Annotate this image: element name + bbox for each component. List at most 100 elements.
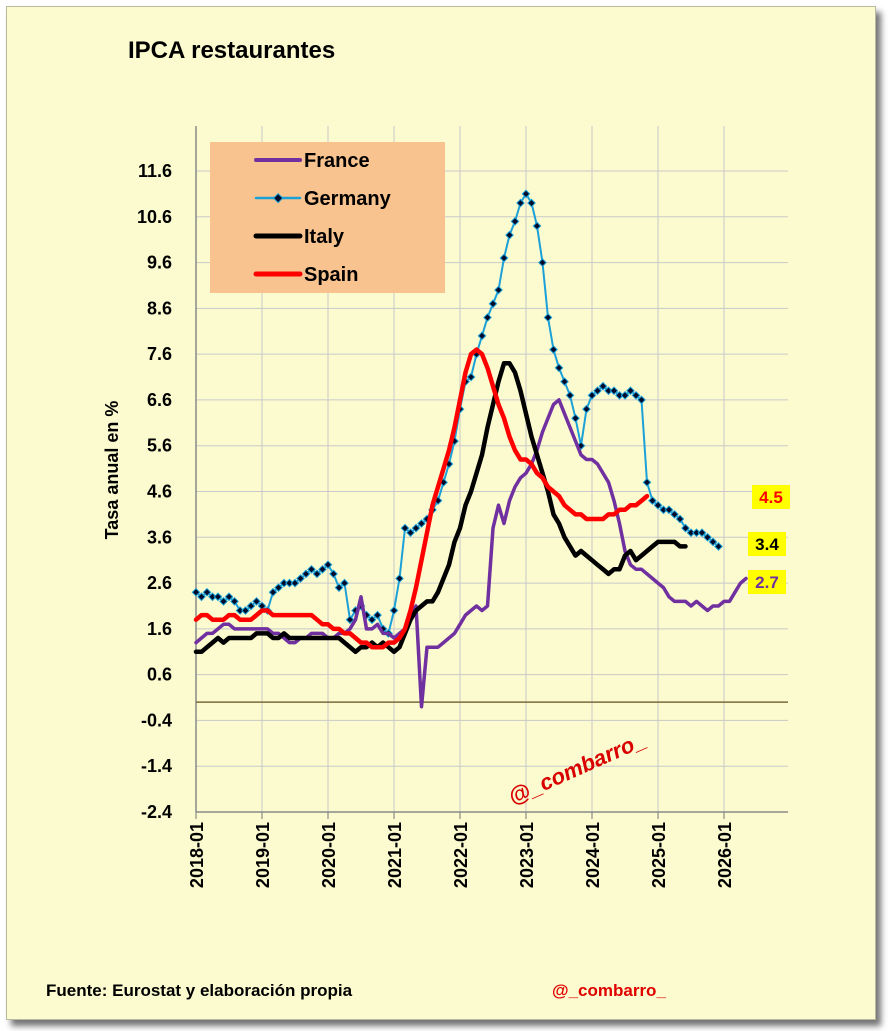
germany-point xyxy=(367,615,377,625)
germany-point xyxy=(615,390,624,400)
y-tick-label: 2.6 xyxy=(147,573,172,593)
germany-point xyxy=(268,587,278,597)
germany-point xyxy=(235,606,245,615)
germany-point xyxy=(279,578,289,588)
germany-point xyxy=(219,597,228,606)
axes xyxy=(195,126,788,819)
germany-point xyxy=(510,216,520,226)
y-tick-label: 3.6 xyxy=(147,527,172,547)
italy-end-label: 3.4 xyxy=(755,535,779,554)
france-end-label: 2.7 xyxy=(755,573,779,592)
germany-point xyxy=(675,514,685,524)
y-axis-label: Tasa anual en % xyxy=(102,401,122,540)
germany-point xyxy=(290,578,300,588)
germany-point xyxy=(653,500,663,510)
spain-end-label: 4.5 xyxy=(759,488,783,507)
germany-point xyxy=(659,505,668,515)
germany-point xyxy=(703,532,712,542)
germany-point xyxy=(400,523,410,533)
x-tick-label: 2019-01 xyxy=(253,822,273,888)
germany-point xyxy=(494,285,503,295)
germany-point xyxy=(670,510,679,519)
germany-point xyxy=(274,583,283,593)
chart-title: IPCA restaurantes xyxy=(128,37,335,64)
germany-point xyxy=(296,574,305,583)
spain-line xyxy=(193,347,650,650)
germany-point xyxy=(334,583,344,593)
germany-point xyxy=(230,597,239,606)
germany-point xyxy=(202,587,212,597)
y-tick-label: 6.6 xyxy=(147,390,172,410)
x-tick-labels: 2018-01 2019-01 2020-01 2021-01 2022-01 2023-… xyxy=(187,822,735,888)
france-end-label-bg xyxy=(748,570,786,594)
germany-point xyxy=(191,587,201,597)
germany-point xyxy=(549,345,558,354)
italy-end-label-bg xyxy=(748,532,786,556)
germany-point xyxy=(406,528,415,538)
legend-label-france: France xyxy=(304,150,370,172)
y-tick-label: 7.6 xyxy=(147,344,172,364)
y-tick-label: 5.6 xyxy=(147,436,172,456)
germany-point xyxy=(499,253,509,263)
y-tick-label: 1.6 xyxy=(147,619,172,639)
germany-point xyxy=(565,390,575,400)
germany-point xyxy=(345,615,355,625)
germany-point xyxy=(307,564,316,574)
y-tick-label: 4.6 xyxy=(147,482,172,502)
y-tick-label: -2.4 xyxy=(141,802,172,822)
germany-point xyxy=(488,299,498,309)
germany-point xyxy=(686,528,696,538)
x-tick-label: 2026-01 xyxy=(715,822,735,888)
x-tick-label: 2021-01 xyxy=(385,822,405,888)
germany-point xyxy=(224,592,234,602)
germany-point xyxy=(593,386,602,396)
germany-point xyxy=(241,606,250,615)
author-handle: @_combarro_ xyxy=(552,981,666,1000)
germany-point xyxy=(587,390,597,400)
germany-point xyxy=(527,198,536,208)
germany-point xyxy=(417,519,426,528)
germany-point xyxy=(582,404,591,414)
y-tick-label: 11.6 xyxy=(138,161,172,181)
spain-end-label-bg xyxy=(752,485,790,509)
x-tick-label: 2023-01 xyxy=(517,822,537,888)
germany-point xyxy=(571,413,580,423)
germany-point xyxy=(257,601,267,611)
legend-label-germany: Germany xyxy=(304,188,392,210)
germany-point xyxy=(340,578,349,588)
y-tick-label: -1.4 xyxy=(141,756,172,776)
y-tick-label: 0.6 xyxy=(147,665,172,685)
y-tick-labels: 11.6 10.6 9.6 8.6 7.6 6.6 5.6 4.6 3.6 2.6 1.6 0.6 -0… xyxy=(137,161,172,822)
germany-point xyxy=(389,606,399,615)
legend-label-spain: Spain xyxy=(304,264,358,286)
germany-point xyxy=(620,390,630,400)
y-tick-label: 10.6 xyxy=(137,207,172,227)
germany-point xyxy=(626,386,635,396)
source-note: Fuente: Eurostat y elaboración propia xyxy=(46,981,353,1000)
x-tick-label: 2020-01 xyxy=(319,822,339,888)
germany-point xyxy=(323,560,333,570)
germany-point xyxy=(252,597,261,606)
y-tick-label: 9.6 xyxy=(147,253,172,273)
y-tick-label: 8.6 xyxy=(147,298,172,318)
y-tick-label: -0.4 xyxy=(141,710,172,730)
germany-point xyxy=(411,523,421,533)
germany-point xyxy=(697,528,707,538)
series-group xyxy=(191,189,748,709)
germany-point xyxy=(538,258,547,267)
germany-point xyxy=(554,363,564,373)
germany-point xyxy=(505,230,514,240)
x-tick-label: 2024-01 xyxy=(583,822,603,888)
germany-point xyxy=(708,537,718,547)
germany-point xyxy=(197,592,206,602)
germany-point xyxy=(312,569,322,579)
germany-point xyxy=(609,386,619,396)
italy-line xyxy=(193,361,688,655)
germany-point xyxy=(642,477,652,487)
x-tick-label: 2018-01 xyxy=(187,822,207,888)
germany-point xyxy=(246,601,256,611)
x-tick-label: 2025-01 xyxy=(649,822,669,888)
germany-point xyxy=(395,574,404,583)
legend: France Germany Italy Spain xyxy=(210,142,445,293)
